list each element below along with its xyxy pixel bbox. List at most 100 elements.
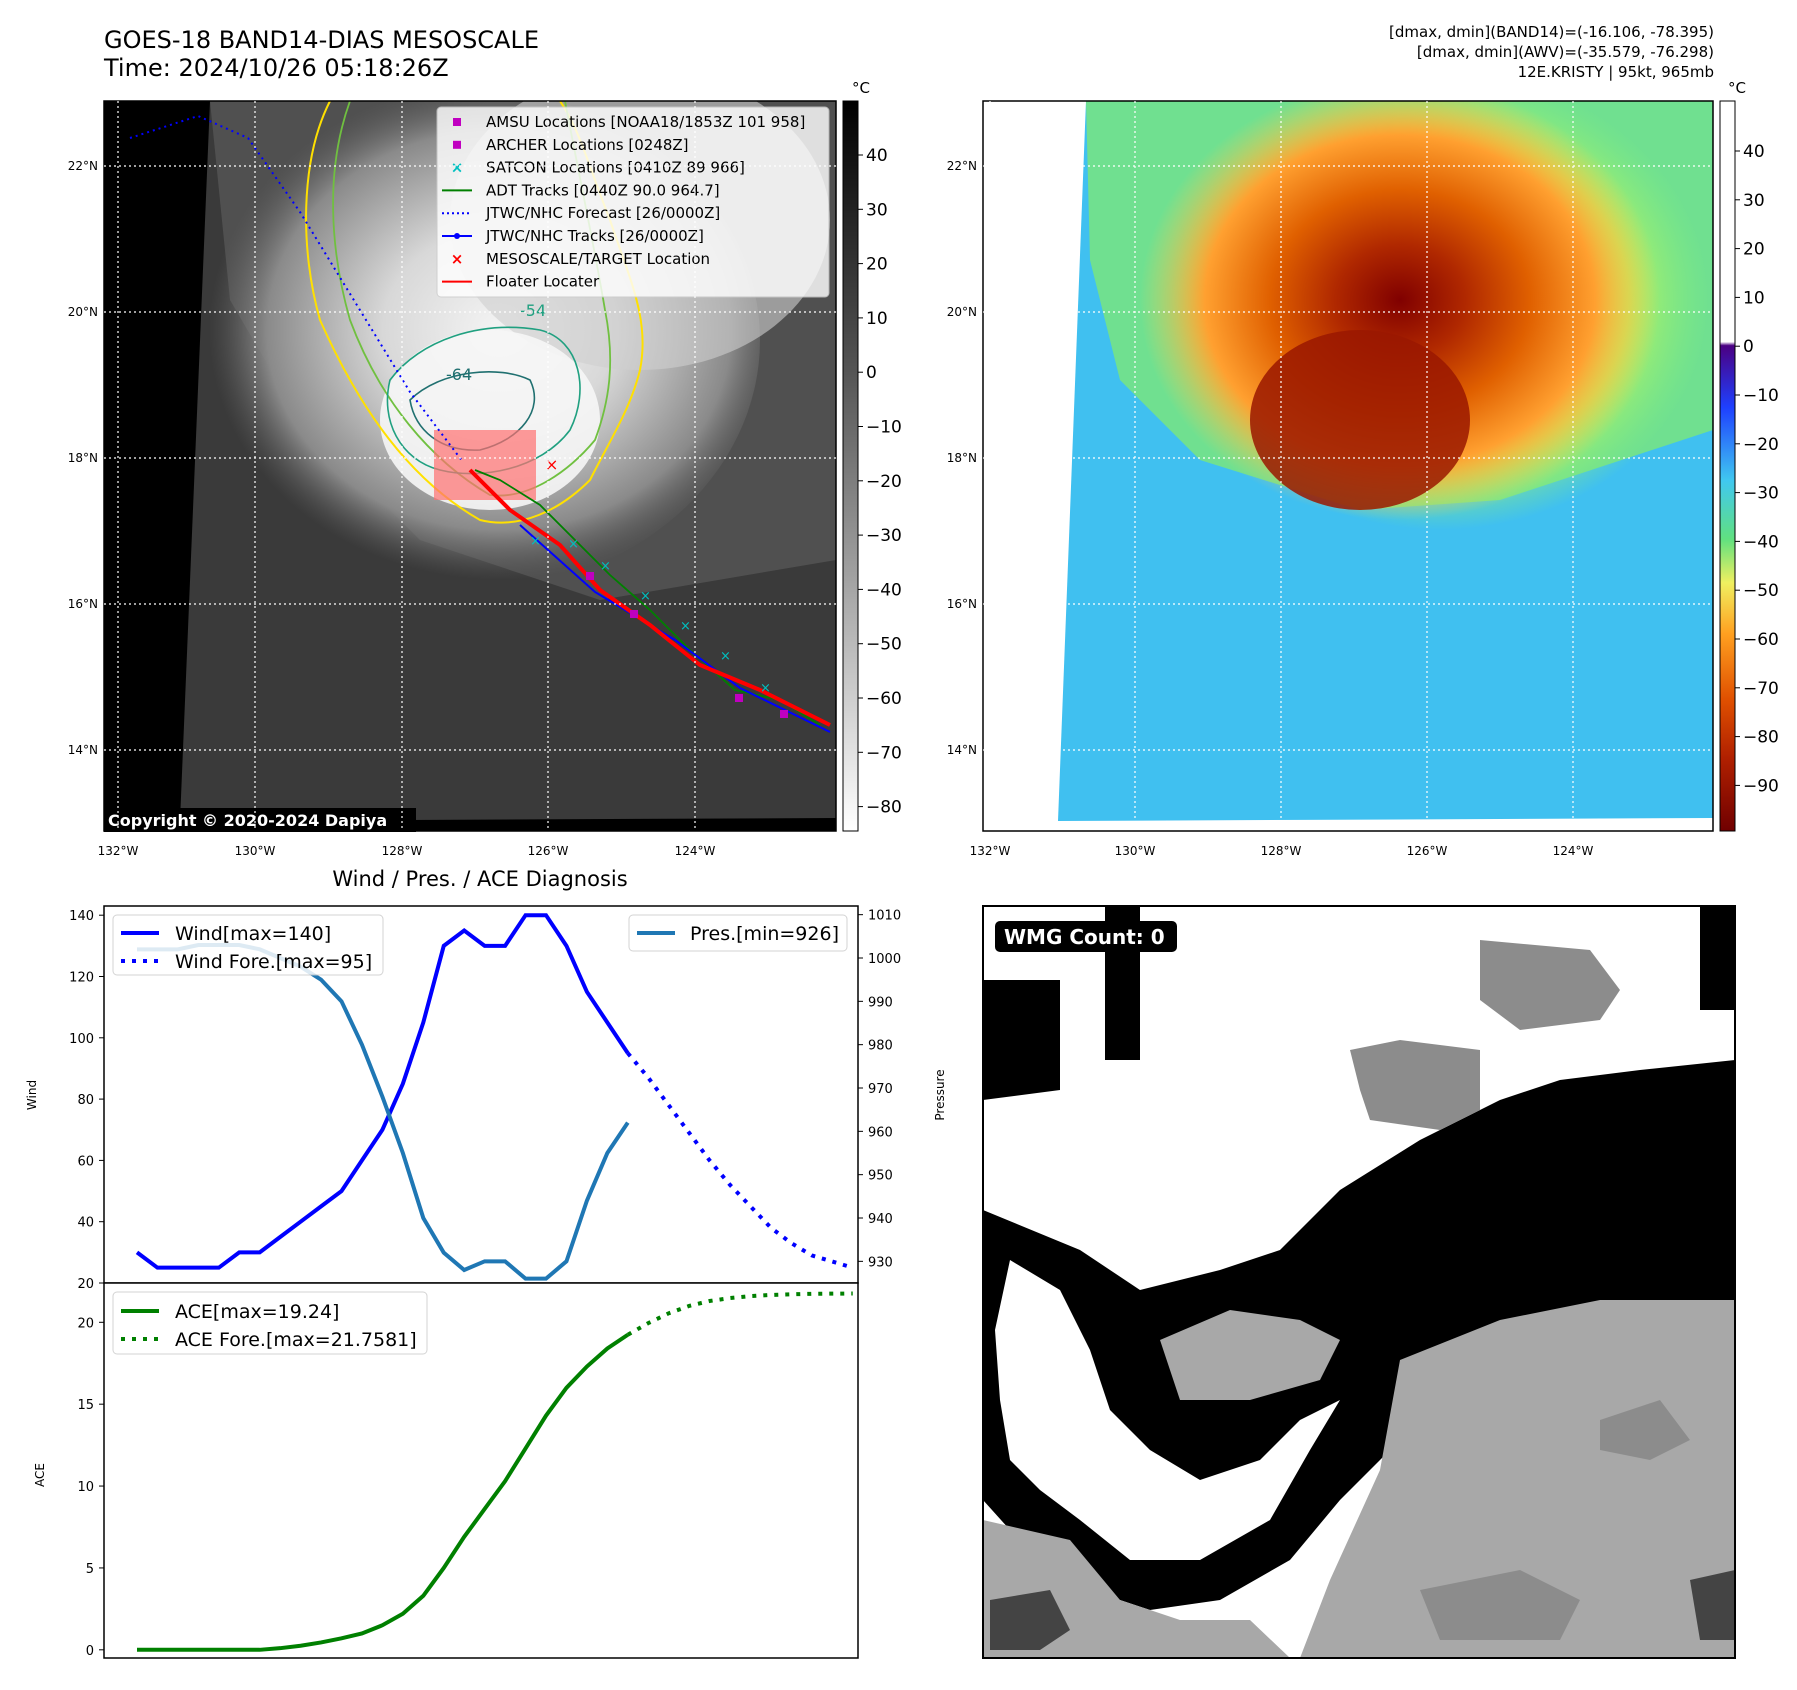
jtwc-forecast-track (129, 114, 464, 463)
pressure-ytick-label: 980 (868, 1039, 893, 1054)
ace-ytick-label: 15 (77, 1398, 94, 1413)
info-line-1: [dmax, dmin](BAND14)=(-16.106, -78.395) (1389, 23, 1714, 41)
ir-lon-label: 132°W (98, 844, 139, 858)
ace-legend-label: ACE[max=19.24] (175, 1301, 339, 1323)
wv-lon-label: 124°W (1553, 844, 1594, 858)
wind-legend-label: Wind[max=140] (175, 923, 331, 945)
svg-text:×: × (760, 681, 771, 696)
legend-label: SATCON Locations [0410Z 89 966] (486, 159, 745, 177)
wv-lat-label: 20°N (947, 305, 977, 319)
mesoscale-target-box (434, 430, 536, 500)
ace-ytick-label: 5 (86, 1562, 94, 1577)
ir-colorbar (842, 100, 859, 832)
chart-title: Wind / Pres. / ACE Diagnosis (332, 867, 627, 891)
colorbar-tick-label: −10 (866, 418, 902, 438)
colorbar-tick-label: −20 (1743, 435, 1779, 455)
wmg-dark-gray (990, 1570, 1735, 1650)
pressure-legend-box (628, 914, 848, 952)
series-line-0 (135, 913, 630, 1270)
wv-lat-label: 22°N (947, 159, 977, 173)
legend-label: AMSU Locations [NOAA18/1853Z 101 958] (486, 113, 805, 131)
wmg-count-label: WMG Count: 0 (1004, 925, 1165, 949)
ir-lat-label: 14°N (68, 743, 98, 757)
legend-label: JTWC/NHC Tracks [26/0000Z] (485, 227, 704, 245)
colorbar-tick-label: −70 (1743, 679, 1779, 699)
satcon-markers: × × × × × × × (530, 534, 771, 696)
colorbar-tick-label: −90 (1743, 776, 1779, 796)
colorbar-tick-label: −20 (866, 472, 902, 492)
wind-ytick-label: 100 (69, 1032, 94, 1047)
wv-lon-label: 128°W (1261, 844, 1302, 858)
pressure-ytick-label: 1000 (868, 952, 901, 967)
colorbar-tick-label: −60 (1743, 630, 1779, 650)
info-line-2: [dmax, dmin](AWV)=(-35.579, -76.298) (1416, 43, 1714, 61)
pressure-ytick-label: 950 (868, 1169, 893, 1184)
wv-map (982, 100, 1714, 832)
wind-ytick-label: 80 (77, 1093, 94, 1108)
ir-lon-label: 128°W (382, 844, 423, 858)
ir-lat-label: 22°N (68, 159, 98, 173)
legend-symbol-x: × (451, 159, 464, 177)
adt-track (474, 469, 821, 726)
colorbar-tick-label: 10 (1743, 288, 1765, 308)
svg-text:×: × (568, 537, 579, 552)
title-line-1: GOES-18 BAND14-DIAS MESOSCALE (104, 26, 540, 54)
ace-series-line-0 (137, 1333, 629, 1652)
copyright-label: Copyright © 2020-2024 Dapiya (108, 811, 387, 830)
colorbar-tick-label: 0 (1743, 337, 1754, 357)
wind-fore-legend-label: Wind Fore.[max=95] (175, 951, 372, 973)
wmg-white-island (995, 1260, 1340, 1560)
ir-lat-label: 20°N (68, 305, 98, 319)
pressure-legend-label: Pres.[min=926] (690, 923, 839, 945)
legend-symbol-square (453, 118, 461, 126)
colorbar-tick-label: −30 (866, 526, 902, 546)
ir-legend (436, 106, 830, 298)
ir-map-frame (103, 100, 837, 832)
colorbar-tick-label: 0 (866, 363, 877, 383)
svg-text:×: × (720, 649, 731, 664)
header-info: [dmax, dmin](BAND14)=(-16.106, -78.395) … (1389, 22, 1714, 82)
svg-text:×: × (680, 619, 691, 634)
header-title: GOES-18 BAND14-DIAS MESOSCALE Time: 2024… (104, 26, 539, 82)
wind-axis-label: Wind (25, 1080, 39, 1110)
ir-colorbar-unit: °C (852, 79, 870, 97)
ace-ytick-label: 0 (86, 1644, 94, 1659)
wind-ytick-label: 140 (69, 909, 94, 924)
wind-ytick-label: 60 (77, 1154, 94, 1169)
colorbar-tick-label: −50 (866, 635, 902, 655)
ir-lon-label: 130°W (235, 844, 276, 858)
info-line-3: 12E.KRISTY | 95kt, 965mb (1517, 63, 1714, 81)
wind-legend-box (112, 914, 384, 976)
legend-label: JTWC/NHC Forecast [26/0000Z] (485, 204, 720, 222)
wv-lon-label: 130°W (1115, 844, 1156, 858)
colorbar-tick-label: −40 (1743, 532, 1779, 552)
pressure-ytick-label: 960 (868, 1125, 893, 1140)
colorbar-tick-label: −80 (1743, 728, 1779, 748)
legend-symbol-x: × (451, 250, 464, 268)
svg-text:×: × (600, 559, 611, 574)
wmg-frame (982, 905, 1736, 1659)
pressure-ytick-label: 990 (868, 995, 893, 1010)
colorbar-tick-label: −70 (866, 743, 902, 763)
wind-ytick-label: 120 (69, 970, 94, 985)
jtwc-track (519, 524, 831, 733)
colorbar-tick-label: −80 (866, 798, 902, 818)
colorbar-tick-label: 30 (866, 200, 888, 220)
wv-lat-label: 14°N (947, 743, 977, 757)
colorbar-tick-label: 40 (866, 146, 888, 166)
colorbar-tick-label: −50 (1743, 581, 1779, 601)
pressure-ytick-label: 930 (868, 1255, 893, 1270)
colorbar-tick-label: 10 (866, 309, 888, 329)
legend-symbol-dot (454, 233, 460, 239)
wv-lon-label: 126°W (1407, 844, 1448, 858)
legend-label: ARCHER Locations [0248Z] (486, 136, 689, 154)
ace-legend-box (112, 1291, 428, 1355)
wind-ytick-label: 20 (77, 1277, 94, 1292)
colorbar-tick-label: −30 (1743, 484, 1779, 504)
svg-text:×: × (640, 589, 651, 604)
ace-axis-label: ACE (33, 1463, 47, 1487)
amsu-markers (586, 572, 788, 718)
title-line-2: Time: 2024/10/26 05:18:26Z (104, 54, 449, 82)
mesoscale-target-marker: × (545, 455, 558, 474)
